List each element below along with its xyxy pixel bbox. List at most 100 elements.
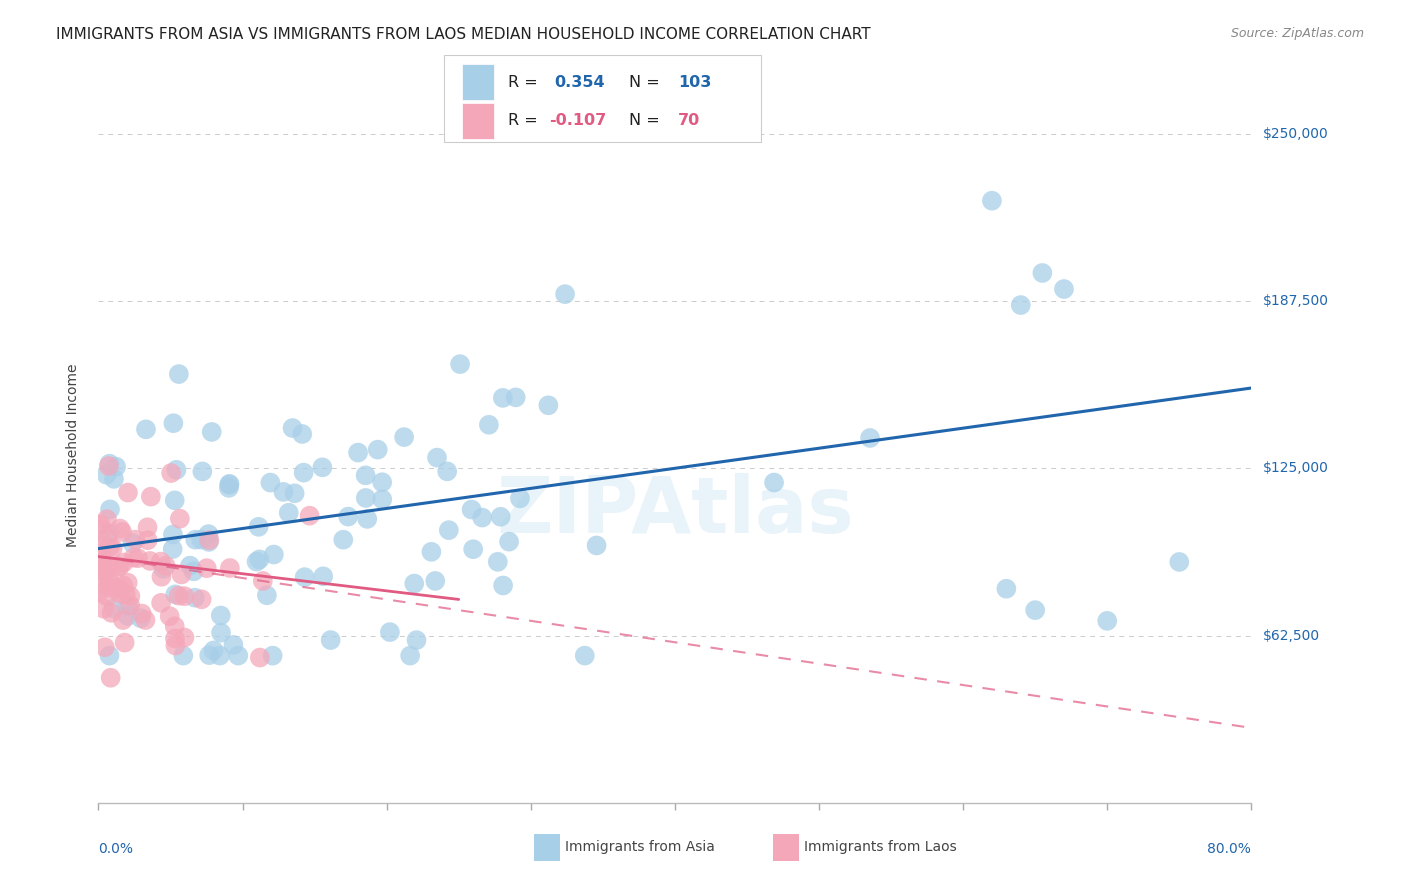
Point — [392, 430, 415, 444]
Point — [202, 643, 225, 657]
Text: Immigrants from Laos: Immigrants from Laos — [804, 840, 957, 855]
Point — [209, 608, 232, 623]
Point — [436, 464, 458, 478]
Point — [190, 592, 212, 607]
Text: -0.107: -0.107 — [550, 113, 606, 128]
Point — [198, 533, 221, 548]
Point — [554, 287, 576, 301]
Point — [98, 648, 121, 663]
Point — [136, 520, 159, 534]
Point — [574, 648, 596, 663]
Point — [166, 463, 188, 477]
Point — [399, 648, 422, 663]
Point — [425, 574, 447, 588]
Point — [167, 589, 190, 603]
Point — [284, 486, 307, 500]
Point — [98, 574, 121, 589]
Point — [995, 582, 1018, 596]
Point — [114, 635, 136, 649]
Point — [219, 561, 242, 575]
Point — [117, 485, 139, 500]
Point — [371, 475, 394, 490]
Point — [247, 520, 270, 534]
Point — [367, 442, 389, 457]
Point — [263, 548, 285, 562]
Point — [319, 633, 342, 648]
Point — [101, 582, 124, 596]
Point — [437, 523, 460, 537]
Point — [354, 468, 377, 483]
Text: 80.0%: 80.0% — [1208, 842, 1251, 855]
Point — [107, 559, 129, 574]
Point — [1053, 282, 1076, 296]
Point — [98, 540, 121, 554]
Point — [509, 491, 531, 506]
Point — [150, 596, 173, 610]
Point — [97, 574, 120, 589]
Point — [184, 533, 207, 547]
Point — [117, 575, 139, 590]
FancyBboxPatch shape — [461, 103, 494, 139]
Point — [249, 650, 271, 665]
Point — [245, 555, 267, 569]
Point — [505, 390, 527, 404]
Point — [486, 555, 509, 569]
Point — [90, 549, 112, 564]
Point — [93, 566, 115, 580]
Point — [100, 671, 122, 685]
Point — [97, 561, 120, 575]
Point — [121, 536, 143, 550]
Point — [124, 533, 146, 547]
Point — [162, 542, 184, 557]
Point — [378, 625, 401, 640]
Point — [537, 398, 560, 412]
Point — [103, 472, 125, 486]
Point — [120, 589, 142, 603]
Point — [209, 625, 232, 640]
Point — [356, 512, 378, 526]
Point — [131, 607, 153, 621]
Text: IMMIGRANTS FROM ASIA VS IMMIGRANTS FROM LAOS MEDIAN HOUSEHOLD INCOME CORRELATION: IMMIGRANTS FROM ASIA VS IMMIGRANTS FROM … — [56, 27, 870, 42]
Point — [337, 509, 360, 524]
Point — [98, 526, 121, 541]
Point — [198, 535, 221, 549]
Point — [108, 587, 131, 601]
Point — [259, 475, 281, 490]
Point — [471, 510, 494, 524]
Point — [354, 491, 377, 505]
Point — [165, 639, 187, 653]
Point — [273, 484, 295, 499]
Text: $250,000: $250,000 — [1263, 127, 1329, 141]
Point — [585, 539, 607, 553]
Point — [256, 588, 278, 602]
Point — [162, 416, 184, 430]
Point — [190, 533, 212, 547]
Point — [195, 561, 218, 575]
Point — [281, 421, 304, 435]
Point — [492, 578, 515, 592]
Point — [129, 611, 152, 625]
Point — [492, 391, 515, 405]
Point — [1010, 298, 1032, 312]
Point — [96, 512, 118, 526]
Point — [159, 609, 181, 624]
Point — [97, 458, 120, 473]
Text: 70: 70 — [678, 113, 700, 128]
Point — [167, 367, 190, 381]
Point — [201, 425, 224, 439]
Point — [135, 422, 157, 436]
Point — [347, 445, 370, 459]
Point — [298, 508, 321, 523]
Point — [197, 527, 219, 541]
Text: Immigrants from Asia: Immigrants from Asia — [565, 840, 716, 855]
Point — [1097, 614, 1119, 628]
Text: 103: 103 — [678, 75, 711, 90]
Point — [1024, 603, 1046, 617]
Text: $62,500: $62,500 — [1263, 629, 1320, 642]
Point — [108, 522, 131, 536]
Point — [90, 556, 112, 570]
Point — [218, 476, 240, 491]
Point — [498, 534, 520, 549]
Point — [478, 417, 501, 432]
Point — [1168, 555, 1191, 569]
